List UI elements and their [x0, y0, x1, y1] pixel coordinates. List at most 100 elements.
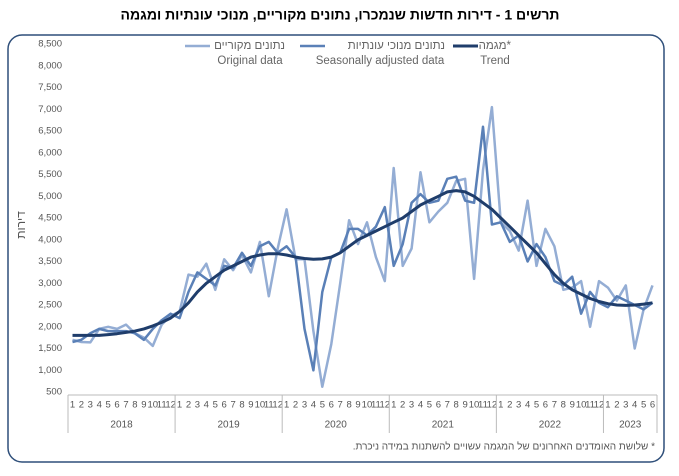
footnote: * שלושת האומדנים האחרונים של המגמה עשויי… [353, 441, 655, 453]
x-tick-label: 9 [462, 400, 467, 411]
x-tick-label: 5 [213, 400, 218, 411]
x-tick-label: 1 [70, 400, 75, 411]
x-tick-label: 1 [605, 400, 610, 411]
x-tick-label: 9 [355, 400, 360, 411]
x-tick-label: 12 [594, 400, 605, 411]
y-tick-label: 3,000 [38, 278, 62, 289]
y-tick-label: 7,500 [38, 82, 62, 93]
x-tick-label: 11 [585, 400, 595, 411]
x-tick-label: 2 [400, 400, 405, 411]
x-tick-label: 8 [561, 400, 566, 411]
x-tick-label: 3 [195, 400, 200, 411]
x-tick-label: 8 [239, 400, 244, 411]
y-tick-label: 5,000 [38, 191, 62, 202]
x-tick-label: 11 [371, 400, 381, 411]
x-tick-label: 8 [132, 400, 137, 411]
x-tick-label: 12 [272, 400, 283, 411]
x-tick-label: 6 [114, 400, 119, 411]
y-tick-label: 6,000 [38, 147, 62, 158]
x-tick-label: 6 [222, 400, 227, 411]
x-tick-label: 1 [498, 400, 503, 411]
y-tick-label: 2,500 [38, 300, 62, 311]
x-tick-label: 11 [157, 400, 167, 411]
x-tick-label: 10 [576, 400, 587, 411]
x-tick-label: 7 [552, 400, 557, 411]
y-tick-label: 6,500 [38, 126, 62, 137]
legend-label-en: Seasonally adjusted data [316, 55, 445, 67]
x-tick-label: 1 [284, 400, 289, 411]
x-tick-label: 5 [320, 400, 325, 411]
x-tick-label: 11 [478, 400, 488, 411]
x-tick-label: 1 [177, 400, 182, 411]
year-label: 2019 [218, 420, 241, 431]
y-tick-label: 4,000 [38, 234, 62, 245]
x-tick-label: 4 [97, 400, 102, 411]
chart-title: תרשים 1 - דירות חדשות שנמכרו, נתונים מקו… [121, 7, 560, 23]
x-tick-label: 3 [88, 400, 93, 411]
x-tick-label: 10 [255, 400, 266, 411]
year-label: 2023 [619, 420, 642, 431]
x-tick-label: 6 [650, 400, 655, 411]
x-tick-label: 2 [614, 400, 619, 411]
year-label: 2020 [325, 420, 348, 431]
x-tick-label: 9 [141, 400, 146, 411]
x-tick-label: 3 [623, 400, 628, 411]
x-tick-label: 2 [507, 400, 512, 411]
x-tick-label: 7 [338, 400, 343, 411]
x-tick-label: 3 [516, 400, 521, 411]
x-tick-label: 12 [380, 400, 391, 411]
x-tick-label: 10 [362, 400, 373, 411]
x-tick-label: 10 [147, 400, 158, 411]
series-line [72, 105, 654, 389]
year-label: 2018 [110, 420, 133, 431]
y-tick-label: 5,500 [38, 169, 62, 180]
legend-label-en: Original data [217, 55, 283, 67]
x-tick-label: 12 [165, 400, 176, 411]
year-label: 2021 [432, 420, 455, 431]
y-tick-label: 7,000 [38, 104, 62, 115]
x-tick-label: 4 [311, 400, 316, 411]
y-tick-label: 8,500 [38, 39, 62, 50]
y-tick-label: 4,500 [38, 213, 62, 224]
y-tick-label: 1,500 [38, 343, 62, 354]
x-tick-label: 4 [525, 400, 530, 411]
x-tick-label: 12 [487, 400, 498, 411]
x-tick-label: 9 [248, 400, 253, 411]
y-tick-label: 8,000 [38, 60, 62, 71]
y-tick-label: 2,000 [38, 321, 62, 332]
x-tick-label: 8 [454, 400, 459, 411]
x-tick-label: 6 [329, 400, 334, 411]
y-tick-label: 3,500 [38, 256, 62, 267]
x-tick-label: 7 [230, 400, 235, 411]
year-label: 2022 [539, 420, 562, 431]
x-tick-label: 9 [570, 400, 575, 411]
x-tick-label: 2 [293, 400, 298, 411]
x-tick-label: 5 [534, 400, 539, 411]
x-tick-label: 7 [123, 400, 128, 411]
legend-label: נתונים מקוריים [214, 40, 285, 52]
legend-label: מגמה* [479, 40, 512, 52]
x-tick-label: 4 [204, 400, 209, 411]
x-tick-label: 11 [264, 400, 274, 411]
x-tick-label: 4 [418, 400, 423, 411]
series-line [72, 189, 653, 337]
x-tick-label: 7 [445, 400, 450, 411]
x-tick-label: 5 [641, 400, 646, 411]
x-tick-label: 3 [302, 400, 307, 411]
x-tick-label: 2 [186, 400, 191, 411]
x-tick-label: 10 [469, 400, 480, 411]
x-tick-label: 2 [79, 400, 84, 411]
x-tick-label: 6 [436, 400, 441, 411]
x-tick-label: 5 [106, 400, 111, 411]
x-tick-label: 1 [391, 400, 396, 411]
x-tick-label: 5 [427, 400, 432, 411]
series-line [72, 125, 654, 372]
x-tick-label: 4 [632, 400, 637, 411]
y-tick-label: 1,000 [38, 365, 62, 376]
legend-label-en: Trend [480, 55, 510, 67]
y-axis-label: דירות [14, 211, 28, 239]
x-tick-label: 3 [409, 400, 414, 411]
x-tick-label: 6 [543, 400, 548, 411]
x-tick-label: 8 [346, 400, 351, 411]
